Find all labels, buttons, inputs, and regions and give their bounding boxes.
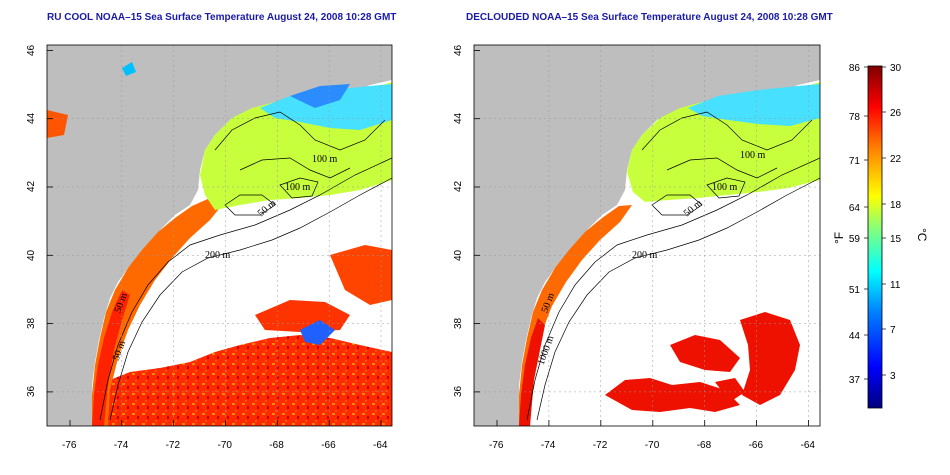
colorbar-gradient <box>867 65 883 409</box>
land-mass <box>47 45 392 426</box>
celsius-tick: 18 <box>890 200 902 211</box>
y-tick-label: 46 <box>26 44 37 56</box>
fahrenheit-unit-label: °F <box>832 232 846 244</box>
cold-water <box>290 84 350 108</box>
inland-patch <box>122 62 136 76</box>
x-tick-label: -72 <box>593 440 608 451</box>
coastal-hot-strip <box>92 290 130 426</box>
land-mass <box>474 45 820 426</box>
celsius-tick: 26 <box>890 108 902 119</box>
y-tick-label: 40 <box>453 249 464 261</box>
graticule <box>47 45 392 426</box>
colorbar-ticks <box>864 66 886 380</box>
x-tick-label: -76 <box>489 440 504 451</box>
y-tick-label: 44 <box>453 112 464 124</box>
x-tick-label: -76 <box>62 440 77 451</box>
y-tick-label: 44 <box>26 112 37 124</box>
contour-label: 100 m <box>285 182 311 193</box>
bathymetry-contours <box>99 111 392 421</box>
left-map-frame <box>46 44 393 427</box>
fahrenheit-tick: 64 <box>849 203 861 214</box>
warm-water <box>95 335 392 426</box>
fahrenheit-tick: 59 <box>849 234 861 245</box>
right-y-tick-labels: 36 38 40 42 44 46 <box>453 44 464 397</box>
x-tick-label: -66 <box>749 440 764 451</box>
graticule <box>474 45 820 426</box>
y-tick-label: 38 <box>453 317 464 329</box>
x-tick-label: -68 <box>697 440 712 451</box>
y-tick-label: 42 <box>26 180 37 192</box>
colorbar: 86 78 71 64 59 51 44 37 30 26 22 18 15 1… <box>832 63 929 409</box>
fahrenheit-tick: 44 <box>849 331 861 342</box>
warm-patch <box>255 300 350 332</box>
left-y-tick-labels: 36 38 40 42 44 46 <box>26 44 37 397</box>
warm-patch <box>740 312 800 405</box>
contour-label: 200 m <box>205 250 231 261</box>
y-tick-label: 36 <box>26 385 37 397</box>
celsius-tick: 30 <box>890 63 902 74</box>
fahrenheit-tick-labels: 86 78 71 64 59 51 44 37 <box>849 63 861 386</box>
y-tick-label: 38 <box>26 317 37 329</box>
x-tick-label: -70 <box>645 440 660 451</box>
inland-patch <box>47 110 68 138</box>
coastal-hot-strip <box>519 318 545 426</box>
celsius-tick: 11 <box>890 280 901 291</box>
y-tick-label: 40 <box>26 249 37 261</box>
contour-label: 100 m <box>712 182 738 193</box>
x-tick-label: -72 <box>166 440 181 451</box>
left-map: 100 m 100 m 50 m 200 m 50 m 50 m -76 -74… <box>26 44 393 451</box>
y-tick-label: 46 <box>453 44 464 56</box>
y-tick-label: 36 <box>453 385 464 397</box>
celsius-tick-labels: 30 26 22 18 15 11 7 3 <box>890 63 902 382</box>
celsius-tick: 22 <box>890 154 902 165</box>
warm-patch-east <box>330 245 392 305</box>
left-x-tick-labels: -76 -74 -72 -70 -68 -66 -64 <box>62 440 388 451</box>
contour-label: 100 m <box>312 154 338 165</box>
warm-patch <box>670 335 740 372</box>
contour-label: 100 m <box>740 150 766 161</box>
x-tick-label: -68 <box>269 440 284 451</box>
fahrenheit-tick: 71 <box>849 156 861 167</box>
right-map: 100 m 100 m 50 m 200 m 50 m 1000 m -76 -… <box>453 44 821 451</box>
celsius-tick: 7 <box>890 325 896 336</box>
celsius-unit-label: °C <box>915 228 929 242</box>
contour-label: 200 m <box>632 250 658 261</box>
x-tick-label: -70 <box>218 440 233 451</box>
celsius-tick: 3 <box>890 371 896 382</box>
fahrenheit-tick: 51 <box>849 285 861 296</box>
right-map-frame <box>473 44 821 427</box>
right-axis-ticks <box>474 50 809 426</box>
left-map-title: RU COOL NOAA–15 Sea Surface Temperature … <box>47 12 397 23</box>
celsius-tick: 15 <box>890 234 902 245</box>
right-map-title: DECLOUDED NOAA–15 Sea Surface Temperatur… <box>466 12 833 23</box>
x-tick-label: -74 <box>541 440 556 451</box>
x-tick-label: -74 <box>114 440 129 451</box>
fahrenheit-tick: 86 <box>849 63 861 74</box>
left-axis-ticks <box>47 50 382 426</box>
warm-patch <box>715 378 745 402</box>
fahrenheit-tick: 78 <box>849 112 861 123</box>
fahrenheit-tick: 37 <box>849 375 861 386</box>
cool-water <box>688 84 820 126</box>
warm-patch <box>605 378 740 412</box>
right-x-tick-labels: -76 -74 -72 -70 -68 -66 -64 <box>489 440 815 451</box>
x-tick-label: -66 <box>321 440 336 451</box>
cold-patch <box>300 320 335 345</box>
x-tick-label: -64 <box>801 440 816 451</box>
coastal-warm-band <box>519 205 632 426</box>
x-tick-label: -64 <box>373 440 388 451</box>
bathymetry-contours <box>526 111 820 421</box>
y-tick-label: 42 <box>453 180 464 192</box>
